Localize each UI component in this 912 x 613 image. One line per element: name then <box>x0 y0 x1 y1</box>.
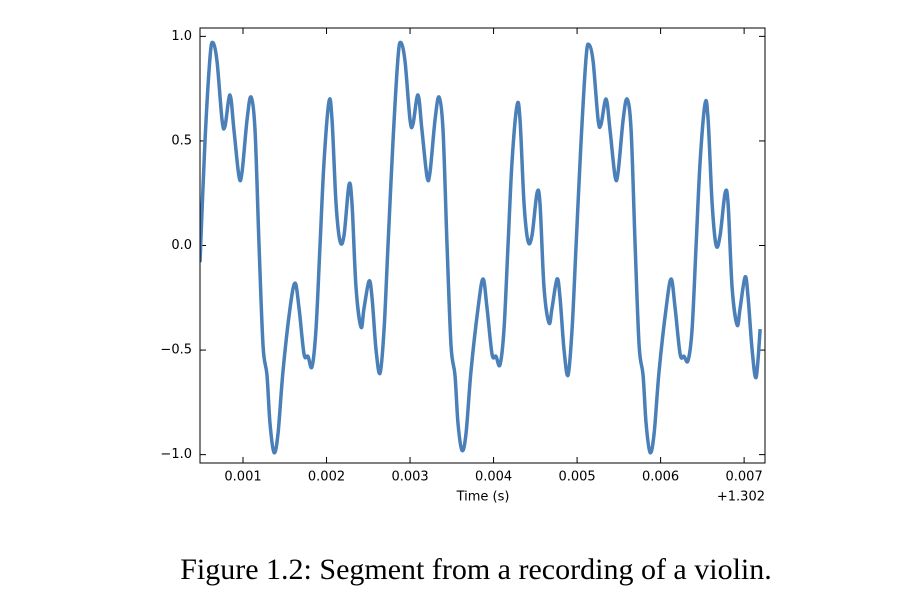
y-tick-label: 0.0 <box>171 238 192 253</box>
caption: Figure 1.2: Segment from a recording of … <box>180 553 772 586</box>
plot-frame <box>199 27 766 464</box>
y-tick-label: −1.0 <box>160 447 192 462</box>
x-offset-label: +1.302 <box>717 490 765 505</box>
y-tick-label: 1.0 <box>171 29 192 44</box>
line-series <box>200 40 762 455</box>
x-tick-label: 0.004 <box>475 470 512 485</box>
x-tick-label: 0.006 <box>642 470 679 485</box>
x-tick-label: 0.002 <box>308 470 345 485</box>
x-tick-label: 0.003 <box>391 470 428 485</box>
x-tick-label: 0.007 <box>726 470 763 485</box>
x-axis-label: Time (s) <box>456 490 510 505</box>
y-tick-label: 0.5 <box>171 133 192 148</box>
x-tick-label: 0.005 <box>558 470 595 485</box>
x-tick-label: 0.001 <box>224 470 261 485</box>
y-tick-label: −0.5 <box>160 343 192 358</box>
